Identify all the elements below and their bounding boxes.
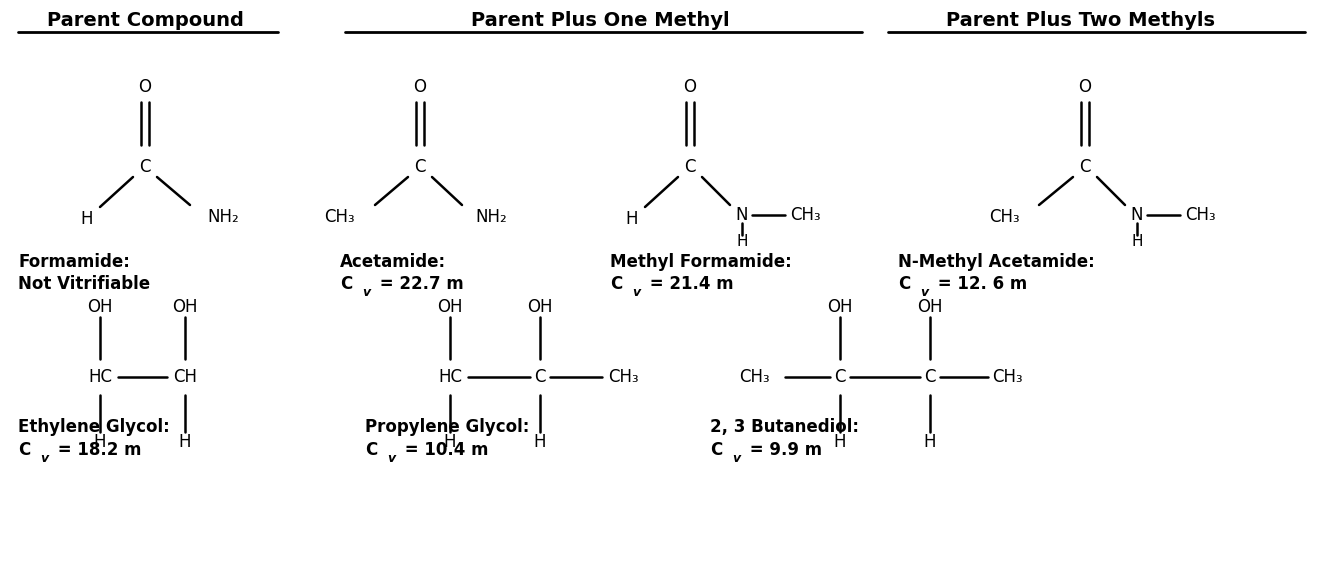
Text: v: v xyxy=(40,451,48,465)
Text: OH: OH xyxy=(437,298,462,316)
Text: H: H xyxy=(625,210,639,228)
Text: = 22.7 m: = 22.7 m xyxy=(374,275,464,293)
Text: C: C xyxy=(341,275,352,293)
Text: OH: OH xyxy=(917,298,943,316)
Text: Acetamide:: Acetamide: xyxy=(341,253,447,271)
Text: N: N xyxy=(1130,206,1143,224)
Text: C: C xyxy=(19,441,30,459)
Text: v: v xyxy=(632,285,640,298)
Text: H: H xyxy=(444,433,456,451)
Text: = 12. 6 m: = 12. 6 m xyxy=(931,275,1027,293)
Text: HC: HC xyxy=(439,368,462,386)
Text: OH: OH xyxy=(87,298,113,316)
Text: N: N xyxy=(735,206,749,224)
Text: = 18.2 m: = 18.2 m xyxy=(52,441,142,459)
Text: C: C xyxy=(1080,158,1090,176)
Text: O: O xyxy=(139,78,151,96)
Text: C: C xyxy=(139,158,151,176)
Text: O: O xyxy=(1079,78,1092,96)
Text: v: v xyxy=(362,285,370,298)
Text: H: H xyxy=(833,433,847,451)
Text: O: O xyxy=(684,78,697,96)
Text: CH: CH xyxy=(174,368,197,386)
Text: OH: OH xyxy=(527,298,553,316)
Text: Parent Plus One Methyl: Parent Plus One Methyl xyxy=(470,11,729,29)
Text: Parent Plus Two Methyls: Parent Plus Two Methyls xyxy=(946,11,1215,29)
Text: OH: OH xyxy=(827,298,853,316)
Text: Not Vitrifiable: Not Vitrifiable xyxy=(19,275,150,293)
Text: v: v xyxy=(731,451,741,465)
Text: OH: OH xyxy=(172,298,197,316)
Text: N-Methyl Acetamide:: N-Methyl Acetamide: xyxy=(898,253,1094,271)
Text: H: H xyxy=(81,210,93,228)
Text: C: C xyxy=(610,275,623,293)
Text: Parent Compound: Parent Compound xyxy=(46,11,244,29)
Text: C: C xyxy=(415,158,425,176)
Text: H: H xyxy=(737,234,747,250)
Text: CH₃: CH₃ xyxy=(739,368,770,386)
Text: CH₃: CH₃ xyxy=(1185,206,1215,224)
Text: Ethylene Glycol:: Ethylene Glycol: xyxy=(19,418,170,436)
Text: H: H xyxy=(179,433,191,451)
Text: C: C xyxy=(835,368,845,386)
Text: C: C xyxy=(364,441,378,459)
Text: v: v xyxy=(920,285,928,298)
Text: v: v xyxy=(387,451,395,465)
Text: Formamide:: Formamide: xyxy=(19,253,130,271)
Text: NH₂: NH₂ xyxy=(474,208,506,226)
Text: C: C xyxy=(684,158,696,176)
Text: = 21.4 m: = 21.4 m xyxy=(644,275,734,293)
Text: = 10.4 m: = 10.4 m xyxy=(399,441,489,459)
Text: H: H xyxy=(534,433,546,451)
Text: Methyl Formamide:: Methyl Formamide: xyxy=(610,253,792,271)
Text: HC: HC xyxy=(87,368,113,386)
Text: C: C xyxy=(898,275,910,293)
Text: H: H xyxy=(924,433,937,451)
Text: CH₃: CH₃ xyxy=(608,368,639,386)
Text: 2, 3 Butanediol:: 2, 3 Butanediol: xyxy=(710,418,859,436)
Text: C: C xyxy=(710,441,722,459)
Text: H: H xyxy=(1132,234,1142,250)
Text: Propylene Glycol:: Propylene Glycol: xyxy=(364,418,530,436)
Text: O: O xyxy=(413,78,427,96)
Text: C: C xyxy=(534,368,546,386)
Text: = 9.9 m: = 9.9 m xyxy=(745,441,822,459)
Text: CH₃: CH₃ xyxy=(790,206,820,224)
Text: CH₃: CH₃ xyxy=(325,208,355,226)
Text: CH₃: CH₃ xyxy=(990,208,1020,226)
Text: NH₂: NH₂ xyxy=(207,208,238,226)
Text: H: H xyxy=(94,433,106,451)
Text: CH₃: CH₃ xyxy=(992,368,1023,386)
Text: C: C xyxy=(925,368,935,386)
